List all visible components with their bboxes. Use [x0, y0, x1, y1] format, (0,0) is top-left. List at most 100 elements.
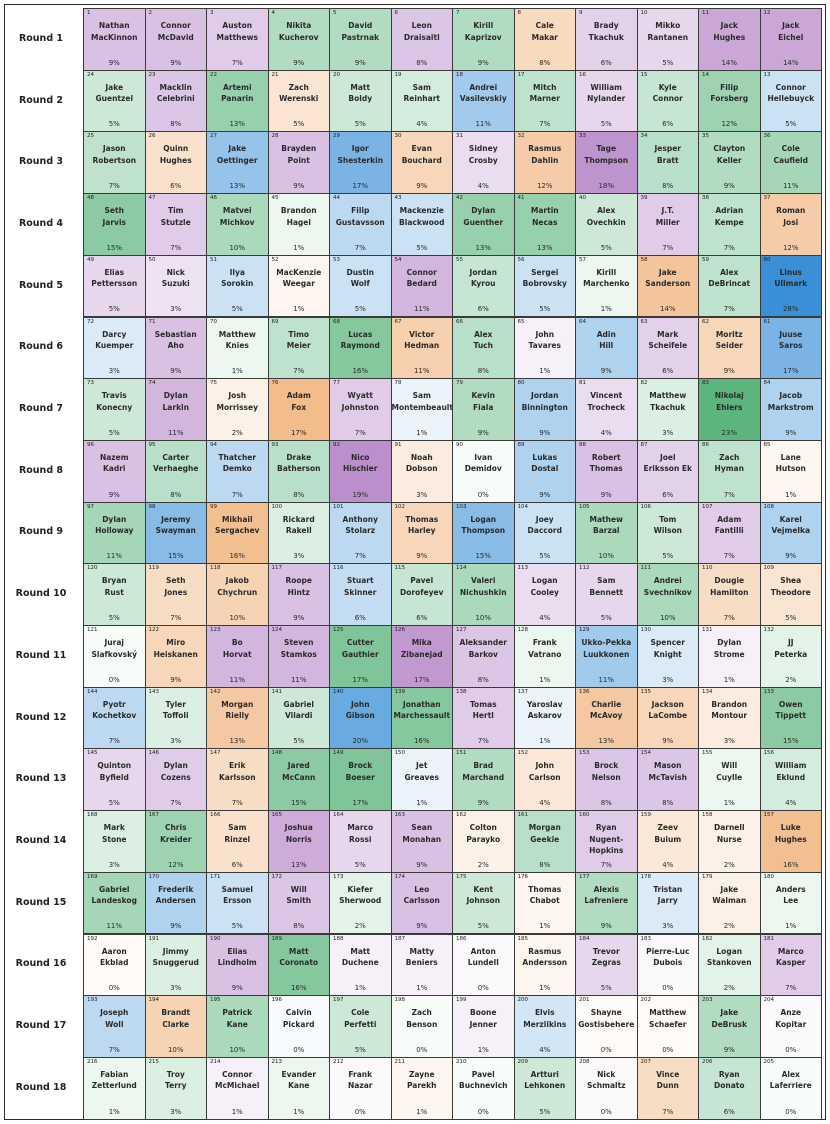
pick-number: 153 [579, 750, 590, 757]
player-name: Mark Scheifele [648, 329, 688, 351]
pick-cell: 116 Stuart Skinner 6% [329, 563, 392, 626]
pick-percentage: 5% [600, 243, 612, 252]
pick-number: 83 [702, 380, 709, 387]
player-name: Bo Horvat [222, 638, 252, 659]
player-name: Zayne Parekh [407, 1069, 437, 1091]
pick-percentage: 5% [354, 120, 366, 129]
pick-percentage: 0% [662, 1045, 674, 1054]
pick-cell: 125 Cutter Gauthier 17% [329, 625, 392, 688]
pick-number: 178 [640, 873, 652, 880]
pick-number: 207 [640, 1058, 652, 1065]
pick-percentage: 7% [108, 737, 120, 746]
pick-cell: 122 Miro Heiskanen 9% [144, 625, 207, 688]
player-name: Joseph Woll [100, 1008, 129, 1029]
player-name: Fabian Zetterlund [91, 1069, 137, 1091]
pick-number: 160 [579, 812, 590, 819]
pick-number: 128 [517, 627, 529, 633]
pick-percentage: 5% [477, 922, 489, 931]
pick-number: 214 [210, 1058, 221, 1065]
pick-percentage: 7% [600, 860, 612, 869]
pick-cell: 169 Gabriel Landeskog 11% [83, 871, 146, 935]
player-name: Thatcher Demko [218, 452, 257, 474]
player-name: Joey Daccord [527, 514, 562, 536]
pick-cell: 52 MacKenzie Weegar 1% [267, 254, 330, 318]
pick-number: 206 [702, 1058, 713, 1065]
player-name: Connor McDavid [157, 21, 194, 42]
pick-number: 141 [271, 688, 283, 695]
pick-percentage: 6% [723, 1107, 735, 1116]
pick-percentage: 5% [539, 305, 551, 314]
pick-number: 39 [640, 195, 648, 202]
pick-number: 46 [210, 195, 217, 202]
pick-cell: 13 Connor Hellebuyck 5% [759, 69, 822, 133]
player-name: Brandt Clarke [161, 1008, 191, 1029]
pick-cell: 198 Zach Benson 0% [390, 995, 453, 1058]
pick-cell: 2 Connor McDavid 9% [144, 8, 207, 71]
pick-number: 171 [210, 873, 221, 880]
round-label: Round 1 [18, 32, 64, 44]
pick-number: 74 [148, 380, 156, 387]
pick-percentage: 7% [354, 552, 366, 561]
pick-percentage: 4% [600, 428, 612, 437]
pick-percentage: 0% [477, 984, 489, 993]
pick-cell: 208 Nick Schmaltz 0% [575, 1056, 638, 1120]
pick-number: 205 [763, 1058, 775, 1065]
pick-number: 34 [640, 133, 648, 140]
pick-percentage: 12% [721, 120, 738, 129]
player-name: Brady Tkachuk [588, 21, 624, 42]
pick-number: 19 [394, 71, 402, 78]
pick-cell: 67 Victor Hedman 11% [390, 316, 453, 380]
pick-number: 72 [87, 318, 94, 325]
pick-number: 216 [87, 1058, 98, 1065]
pick-number: 201 [579, 997, 590, 1004]
pick-percentage: 4% [539, 1045, 551, 1054]
player-name: Connor Hellebuyck [767, 82, 815, 104]
player-name: Charlie McAvoy [590, 699, 623, 721]
pick-percentage: 14% [782, 58, 799, 67]
pick-percentage: 5% [416, 243, 428, 252]
pick-cell: 42 Dylan Guenther 13% [452, 193, 515, 256]
player-name: Auston Matthews [216, 21, 258, 42]
pick-cell: 79 Kevin Fiala 9% [452, 378, 515, 441]
player-name: Brandon Hagel [280, 206, 317, 227]
pick-number: 24 [87, 71, 94, 78]
player-name: Tim Stutzle [160, 206, 191, 227]
pick-percentage: 8% [170, 120, 182, 129]
player-name: Nazem Kadri [99, 452, 129, 474]
pick-number: 29 [333, 133, 340, 140]
pick-percentage: 4% [416, 120, 428, 129]
pick-number: 203 [702, 997, 713, 1004]
pick-number: 48 [87, 195, 94, 202]
pick-percentage: 1% [416, 799, 428, 808]
pick-cell: 134 Brandon Montour 3% [698, 686, 761, 750]
pick-number: 101 [333, 503, 344, 510]
pick-cell: 22 Artemi Panarin 13% [206, 69, 269, 133]
pick-number: 64 [579, 318, 586, 325]
player-name: Nick Schmaltz [586, 1069, 626, 1091]
pick-cell: 1 Nathan MacKinnon 9% [83, 8, 146, 71]
player-name: Spencer Knight [650, 638, 685, 659]
player-name: Joel Eriksson Ek [643, 452, 693, 474]
player-name: Marco Rossi [347, 823, 374, 844]
pick-cell: 68 Lucas Raymond 16% [329, 316, 392, 380]
pick-cell: 201 Shayne Gostisbehere 0% [575, 995, 638, 1058]
pick-percentage: 0% [108, 675, 120, 684]
pick-percentage: 16% [229, 552, 246, 561]
player-name: Kirill Kaprizov [464, 21, 502, 42]
player-name: Matvei Michkov [219, 206, 255, 227]
pick-cell: 160 Ryan Nugent-Hopkins 7% [575, 810, 638, 873]
pick-cell: 117 Roope Hintz 9% [267, 563, 330, 626]
pick-number: 162 [456, 812, 467, 819]
pick-number: 58 [640, 256, 648, 263]
pick-percentage: 10% [229, 243, 246, 252]
pick-cell: 63 Mark Scheifele 6% [636, 316, 699, 380]
pick-percentage: 7% [539, 120, 551, 129]
pick-number: 142 [210, 688, 221, 695]
pick-number: 123 [210, 627, 221, 633]
pick-percentage: 1% [354, 984, 366, 993]
player-name: Mika Zibanejad [400, 638, 443, 659]
pick-cell: 55 Jordan Kyrou 6% [452, 254, 515, 318]
pick-cell: 41 Martin Necas 13% [513, 193, 576, 256]
pick-number: 181 [763, 935, 775, 942]
pick-cell: 114 Valeri Nichushkin 10% [452, 563, 515, 626]
